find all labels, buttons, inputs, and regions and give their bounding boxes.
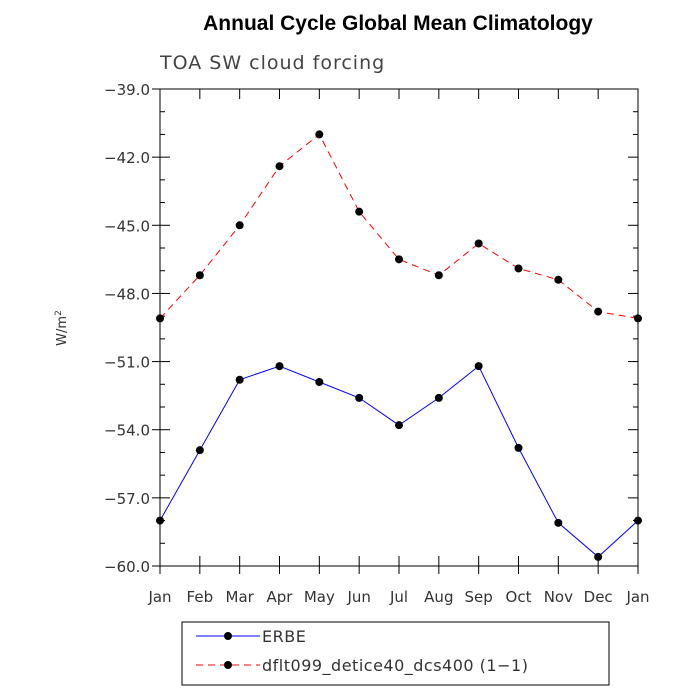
series-line-erbe bbox=[159, 365, 639, 558]
y-tick-label: −42.0 bbox=[104, 149, 150, 167]
data-point-model bbox=[554, 275, 563, 284]
x-tick-label: Oct bbox=[506, 588, 532, 606]
legend-marker-erbe bbox=[224, 632, 232, 640]
y-axis-label-superscript: 2 bbox=[54, 310, 64, 316]
y-tick-label: −39.0 bbox=[104, 81, 150, 99]
data-point-erbe bbox=[235, 375, 244, 384]
y-tick-label: −48.0 bbox=[104, 285, 150, 303]
data-point-model bbox=[634, 314, 642, 323]
x-tick-label: Aug bbox=[424, 588, 453, 606]
legend-box bbox=[181, 621, 610, 686]
axis-tick-labels: −39.0 −42.0 −45.0 −48.0 −51.0 −54.0 −57.0 −60.0… bbox=[104, 81, 650, 606]
x-tick-label: Feb bbox=[187, 588, 214, 606]
data-point-erbe bbox=[474, 362, 483, 371]
y-tick-label: −60.0 bbox=[104, 558, 150, 576]
data-point-erbe bbox=[514, 443, 523, 452]
data-point-model bbox=[195, 271, 204, 280]
y-axis-label-unit: W/m bbox=[55, 316, 70, 346]
data-point-erbe bbox=[355, 393, 364, 402]
y-tick-label: −54.0 bbox=[104, 422, 150, 440]
data-point-model bbox=[594, 307, 603, 316]
data-point-model bbox=[474, 239, 483, 248]
x-tick-label: Dec bbox=[584, 588, 613, 606]
plot-frame bbox=[159, 88, 639, 567]
x-tick-label: Jul bbox=[389, 588, 408, 606]
axis-ticks bbox=[152, 88, 639, 574]
y-tick-label: −51.0 bbox=[104, 354, 150, 372]
data-point-erbe bbox=[195, 446, 204, 455]
data-point-model bbox=[315, 130, 324, 139]
x-tick-label: May bbox=[304, 588, 335, 606]
data-point-erbe bbox=[315, 378, 324, 387]
x-tick-label: Mar bbox=[226, 588, 255, 606]
data-point-erbe bbox=[275, 362, 284, 371]
data-point-model bbox=[235, 221, 244, 230]
x-tick-label: Jun bbox=[346, 588, 370, 606]
data-point-erbe bbox=[554, 518, 563, 527]
data-point-model bbox=[514, 264, 523, 273]
svg-text:W/m2: W/m2 bbox=[54, 310, 70, 346]
data-point-model bbox=[434, 271, 443, 280]
y-tick-label: −45.0 bbox=[104, 217, 150, 235]
data-point-erbe bbox=[434, 393, 443, 402]
data-point-model bbox=[395, 255, 403, 264]
data-point-erbe bbox=[634, 516, 642, 525]
y-axis-label: W/m2 bbox=[54, 310, 70, 346]
x-tick-label: Sep bbox=[465, 588, 493, 606]
data-point-erbe bbox=[594, 552, 603, 561]
legend-marker-model bbox=[224, 661, 232, 669]
chart-title: Annual Cycle Global Mean Climatology bbox=[203, 12, 593, 35]
x-tick-label: Nov bbox=[544, 588, 573, 606]
data-point-erbe bbox=[156, 516, 164, 525]
data-point-model bbox=[156, 314, 164, 323]
x-tick-label: Jan bbox=[147, 588, 171, 606]
legend-label-model: dflt099_detice40_dcs400 (1−1) bbox=[262, 656, 528, 676]
legend-label-erbe: ERBE bbox=[262, 627, 306, 646]
data-point-model bbox=[275, 162, 284, 171]
series-layer bbox=[156, 130, 642, 561]
chart-subtitle: TOA SW cloud forcing bbox=[159, 52, 385, 74]
data-point-erbe bbox=[395, 421, 403, 430]
x-tick-label: Jan bbox=[625, 588, 649, 606]
y-tick-label: −57.0 bbox=[104, 490, 150, 508]
legend: ERBE dflt099_detice40_dcs400 (1−1) bbox=[181, 621, 610, 686]
x-tick-label: Apr bbox=[267, 588, 294, 606]
data-point-model bbox=[355, 207, 364, 216]
series-line-model bbox=[159, 133, 639, 319]
